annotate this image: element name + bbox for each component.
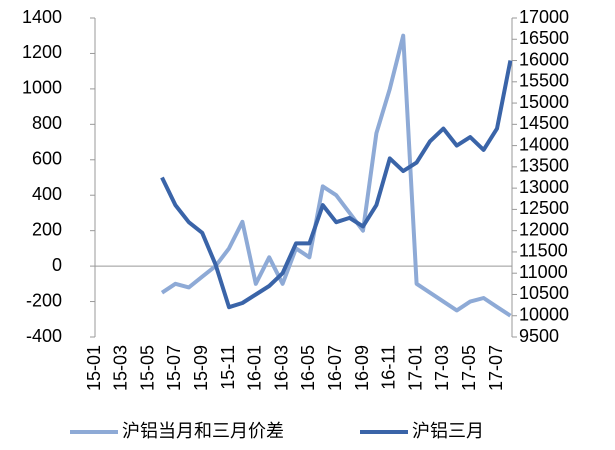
y2-tick-label: 13500 [519,156,569,176]
legend-label: 沪铝当月和三月价差 [122,421,284,441]
x-tick-label: 15-05 [137,345,157,391]
y2-tick-label: 12000 [519,219,569,239]
x-tick-label: 16-09 [352,345,372,391]
x-tick-label: 17-07 [486,345,506,391]
y-tick-label: 200 [32,219,62,239]
y2-tick-label: 11500 [519,241,568,261]
y-tick-label: 800 [32,113,62,133]
x-tick-label: 15-07 [164,345,184,391]
y-tick-label: 1200 [22,42,62,62]
y-tick-label: 1000 [22,78,62,98]
x-tick-label: 16-03 [271,345,291,391]
series-line [160,60,513,310]
y-tick-label: -200 [26,290,62,310]
x-tick-label: 16-11 [379,345,399,390]
y2-tick-label: 17000 [519,7,569,27]
y2-tick-label: 15000 [519,92,569,112]
y-tick-label: 400 [32,184,62,204]
y2-tick-label: 16000 [519,49,569,69]
y2-tick-label: 9500 [519,326,559,346]
x-tick-label: 16-01 [245,345,265,391]
x-tick-label: 15-11 [218,345,238,390]
x-tick-label: 15-09 [191,345,211,391]
y2-tick-label: 10000 [519,304,569,324]
legend-label: 沪铝三月 [412,421,484,441]
series-line [160,33,512,318]
y2-tick-label: 16500 [519,28,569,48]
x-tick-label: 16-07 [325,345,345,391]
x-tick-label: 15-01 [84,345,104,391]
y-tick-label: 1400 [22,7,62,27]
y-tick-label: 600 [32,149,62,169]
x-tick-label: 17-01 [405,345,425,391]
x-tick-label: 15-03 [111,345,131,391]
y2-tick-label: 11000 [519,262,568,282]
y2-tick-label: 15500 [519,71,569,91]
x-tick-label: 16-05 [298,345,318,391]
y2-tick-label: 13000 [519,177,569,197]
y-tick-label: 0 [52,255,62,275]
y2-tick-label: 10500 [519,283,569,303]
x-tick-label: 17-03 [432,345,452,391]
y2-tick-label: 14500 [519,113,569,133]
y2-tick-label: 14000 [519,134,569,154]
y2-tick-label: 12500 [519,198,569,218]
y-tick-label: -400 [26,326,62,346]
x-tick-label: 17-05 [459,345,479,391]
